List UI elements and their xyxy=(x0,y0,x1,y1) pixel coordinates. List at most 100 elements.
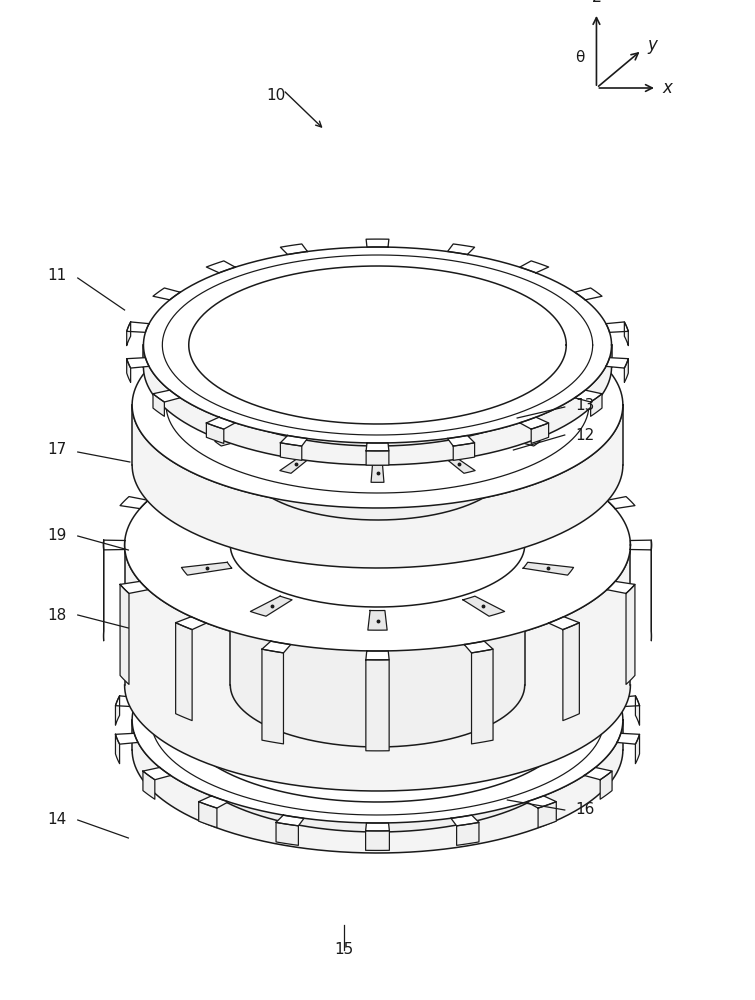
Polygon shape xyxy=(103,540,125,550)
Polygon shape xyxy=(607,581,635,593)
Polygon shape xyxy=(181,638,574,802)
Text: z: z xyxy=(592,0,601,6)
Polygon shape xyxy=(575,390,602,402)
Polygon shape xyxy=(120,581,148,593)
Polygon shape xyxy=(630,540,652,550)
Polygon shape xyxy=(206,261,236,273)
Polygon shape xyxy=(189,266,566,424)
Polygon shape xyxy=(132,302,623,508)
Text: 13: 13 xyxy=(575,397,595,412)
Polygon shape xyxy=(366,443,389,451)
Polygon shape xyxy=(199,796,229,808)
Polygon shape xyxy=(366,239,389,247)
Text: 12: 12 xyxy=(575,428,595,442)
Polygon shape xyxy=(153,288,180,300)
Polygon shape xyxy=(176,460,206,473)
Polygon shape xyxy=(120,584,129,684)
Polygon shape xyxy=(230,483,525,607)
Polygon shape xyxy=(607,497,635,509)
Polygon shape xyxy=(245,350,510,460)
Polygon shape xyxy=(280,455,311,473)
Polygon shape xyxy=(584,660,612,673)
Polygon shape xyxy=(448,435,475,446)
Polygon shape xyxy=(143,247,612,443)
Polygon shape xyxy=(120,497,148,509)
Polygon shape xyxy=(251,474,292,494)
Text: 15: 15 xyxy=(334,942,353,957)
Polygon shape xyxy=(444,337,475,355)
Polygon shape xyxy=(176,617,206,630)
Text: 18: 18 xyxy=(47,607,66,622)
Polygon shape xyxy=(116,696,119,725)
Polygon shape xyxy=(132,720,623,853)
Text: 11: 11 xyxy=(47,267,66,282)
Polygon shape xyxy=(366,451,389,465)
Polygon shape xyxy=(624,359,628,382)
Polygon shape xyxy=(153,394,165,416)
Polygon shape xyxy=(189,345,566,446)
Polygon shape xyxy=(127,322,149,332)
Polygon shape xyxy=(526,632,556,644)
Polygon shape xyxy=(563,623,579,721)
Polygon shape xyxy=(143,767,171,780)
Polygon shape xyxy=(606,322,628,332)
Polygon shape xyxy=(206,423,223,443)
Polygon shape xyxy=(127,358,149,368)
Text: 17: 17 xyxy=(47,442,66,458)
Polygon shape xyxy=(624,322,628,346)
Polygon shape xyxy=(127,359,131,382)
Polygon shape xyxy=(280,435,307,446)
Polygon shape xyxy=(276,614,304,625)
Polygon shape xyxy=(519,417,549,429)
Polygon shape xyxy=(245,405,510,520)
Polygon shape xyxy=(463,474,504,494)
Polygon shape xyxy=(193,402,236,408)
Polygon shape xyxy=(636,734,639,764)
Polygon shape xyxy=(526,796,556,808)
Polygon shape xyxy=(549,617,579,630)
Polygon shape xyxy=(125,439,630,651)
Polygon shape xyxy=(280,244,307,255)
Polygon shape xyxy=(116,733,138,744)
Polygon shape xyxy=(371,464,384,482)
Polygon shape xyxy=(519,402,562,408)
Text: θ: θ xyxy=(575,50,584,65)
Polygon shape xyxy=(584,767,612,780)
Polygon shape xyxy=(523,562,574,575)
Text: 10: 10 xyxy=(266,88,285,103)
Polygon shape xyxy=(498,433,540,446)
Polygon shape xyxy=(575,288,602,300)
Polygon shape xyxy=(199,632,229,644)
Polygon shape xyxy=(143,660,171,673)
Text: 19: 19 xyxy=(47,528,66,542)
Text: 16: 16 xyxy=(575,802,595,818)
Polygon shape xyxy=(215,433,257,446)
Polygon shape xyxy=(116,696,138,707)
Polygon shape xyxy=(366,430,389,439)
Polygon shape xyxy=(132,617,623,823)
Polygon shape xyxy=(215,364,257,377)
Polygon shape xyxy=(590,394,602,416)
Polygon shape xyxy=(153,390,180,402)
Polygon shape xyxy=(125,545,630,791)
Polygon shape xyxy=(280,337,311,355)
Polygon shape xyxy=(368,610,387,630)
Polygon shape xyxy=(199,802,217,828)
Polygon shape xyxy=(617,733,639,744)
Polygon shape xyxy=(457,822,479,845)
Polygon shape xyxy=(251,596,292,616)
Polygon shape xyxy=(538,802,556,828)
Polygon shape xyxy=(472,649,493,744)
Text: y: y xyxy=(648,36,658,54)
Polygon shape xyxy=(127,322,131,346)
Polygon shape xyxy=(626,584,635,684)
Polygon shape xyxy=(280,443,302,460)
Polygon shape xyxy=(453,443,475,460)
Text: x: x xyxy=(662,79,672,97)
Polygon shape xyxy=(451,815,479,826)
Polygon shape xyxy=(600,771,612,799)
Polygon shape xyxy=(143,771,155,799)
Polygon shape xyxy=(617,696,639,707)
Polygon shape xyxy=(176,623,192,721)
Polygon shape xyxy=(523,515,574,528)
